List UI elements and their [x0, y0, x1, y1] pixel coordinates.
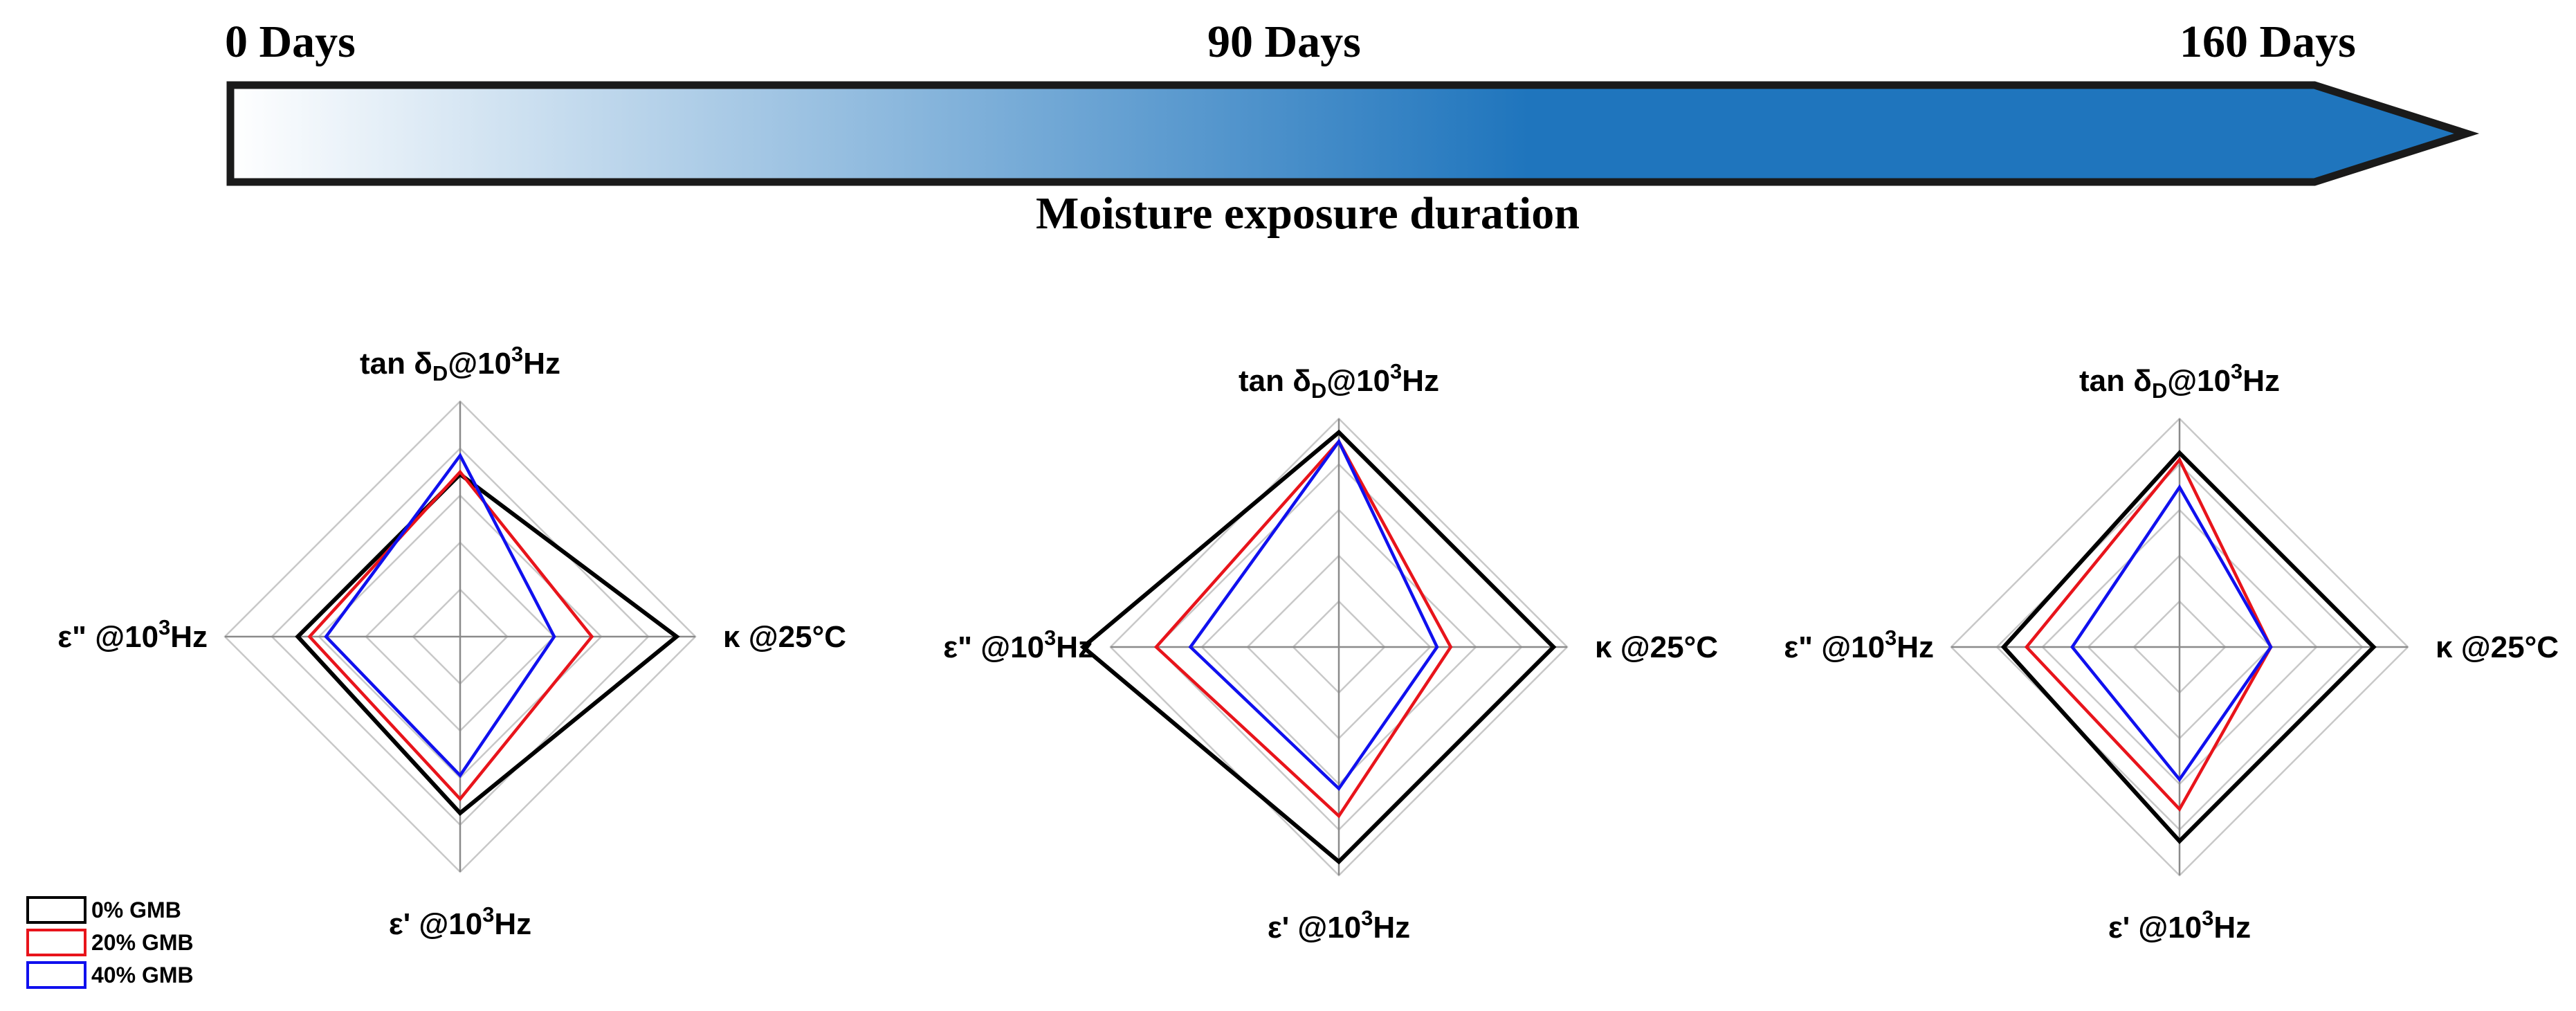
timeline-caption: Moisture exposure duration: [1036, 188, 1580, 239]
radar-axis-label-top: tan δD@103Hz: [360, 342, 560, 385]
radar-axis-label-left: ε" @103Hz: [943, 626, 1093, 664]
radar-series-0: [295, 471, 680, 817]
radar-axis-label-left: ε" @103Hz: [57, 615, 208, 654]
radar-series-1: [1153, 439, 1453, 819]
radar-axis-label-bottom: ε' @103Hz: [2108, 906, 2251, 945]
legend-label-0: 0% GMB: [91, 898, 181, 922]
radar-series-1: [2024, 457, 2273, 812]
radar-series-2: [324, 452, 556, 778]
timeline-mid-label: 90 Days: [1207, 17, 1361, 67]
legend-swatch-2: [26, 961, 86, 989]
radar-series-1: [307, 469, 594, 802]
radar-axis-label-bottom: ε' @103Hz: [389, 902, 531, 941]
legend-entry-1: 20% GMB: [26, 929, 194, 956]
radar-axis-label-right: κ @25°C: [723, 620, 846, 654]
legend-swatch-0: [26, 896, 86, 924]
radar-axis-label-right: κ @25°C: [2436, 630, 2559, 664]
legend-entry-0: 0% GMB: [26, 896, 181, 924]
timeline-arrow: [226, 81, 2480, 186]
radar-axis-label-right: κ @25°C: [1595, 630, 1718, 664]
radar-axis-label-bottom: ε' @103Hz: [1268, 906, 1410, 945]
timeline: 0 Days 90 Days 160 Days Moisture exposur…: [225, 17, 2480, 239]
radar-chart-1: tan δD@103Hz κ @25°C ε' @103Hz ε" @103Hz: [943, 359, 1718, 945]
legend-swatch-1: [26, 929, 86, 956]
radar-chart-0: tan δD@103Hz κ @25°C ε' @103Hz ε" @103Hz: [57, 342, 846, 941]
legend-label-1: 20% GMB: [91, 930, 194, 955]
legend-entry-2: 40% GMB: [26, 961, 194, 989]
legend-label-2: 40% GMB: [91, 963, 194, 987]
radar-series-2: [1188, 438, 1439, 792]
radar-series-0: [1079, 429, 1557, 865]
radar-series-2: [2070, 484, 2273, 783]
timeline-start-label: 0 Days: [225, 17, 356, 67]
radar-series-0: [2000, 450, 2377, 844]
legend: 0% GMB 20% GMB 40% GMB: [26, 896, 194, 989]
timeline-end-label: 160 Days: [2180, 17, 2356, 67]
radar-chart-2: tan δD@103Hz κ @25°C ε' @103Hz ε" @103Hz: [1784, 359, 2559, 945]
radar-axis-label-top: tan δD@103Hz: [1239, 359, 1439, 403]
radar-axis-label-left: ε" @103Hz: [1784, 626, 1934, 664]
radar-axis-label-top: tan δD@103Hz: [2079, 359, 2280, 403]
